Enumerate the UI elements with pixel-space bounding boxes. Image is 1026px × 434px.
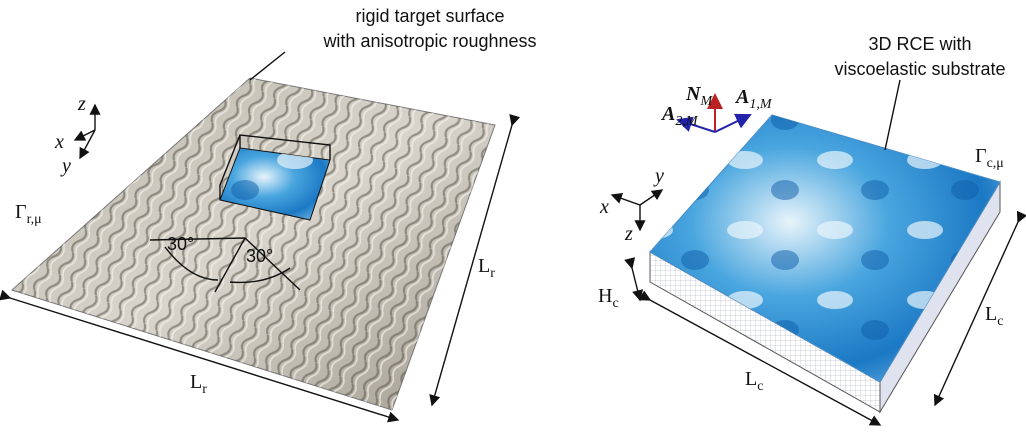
axis-arrow: [640, 190, 662, 205]
dimension-label: Lc: [745, 368, 763, 394]
symbol: H: [598, 285, 612, 307]
leader-line: [885, 80, 900, 150]
symbol: N: [685, 83, 702, 105]
subscript: c: [997, 314, 1003, 329]
caption: with anisotropic roughness: [322, 31, 536, 51]
boundary-label: Γr,μ: [15, 201, 42, 227]
a1-label: A1,M: [734, 86, 773, 112]
a2-label: A2,M: [660, 103, 699, 129]
rce-surface-texture: [650, 115, 1000, 382]
axis-label: y: [653, 165, 664, 187]
symbol: L: [985, 303, 997, 325]
symbol: Γ: [15, 201, 27, 223]
subscript: c,μ: [987, 156, 1004, 171]
axis-label: z: [77, 93, 86, 115]
symbol: L: [190, 371, 202, 393]
symbol: A: [660, 103, 675, 125]
caption: rigid target surface: [355, 6, 504, 26]
caption: viscoelastic substrate: [834, 59, 1005, 79]
angle-label: 30°: [246, 246, 273, 266]
roughness-texture: [12, 78, 495, 410]
normal-label: NM: [685, 83, 713, 109]
a1-arrow: [715, 115, 750, 132]
dimension-label: Hc: [598, 285, 619, 311]
dimension-label: Lc: [985, 303, 1003, 329]
axis-label: x: [599, 196, 609, 218]
subscript: c: [757, 379, 763, 394]
axis-label: z: [624, 223, 633, 245]
symbol: L: [745, 368, 757, 390]
axis-label: x: [54, 131, 64, 153]
symbol: A: [734, 86, 749, 108]
subscript: r: [202, 382, 207, 397]
dimension-line: [632, 268, 640, 300]
axis-arrow: [612, 195, 640, 205]
dimension-label: Lr: [478, 255, 495, 281]
subscript: 2,M: [675, 114, 699, 129]
axis-label: y: [60, 155, 71, 177]
symbol: Γ: [975, 145, 987, 167]
figure: 30° 30° rigid target surface with anisot…: [0, 0, 1026, 434]
boundary-label: Γc,μ: [975, 145, 1004, 171]
angle-label: 30°: [167, 234, 194, 254]
caption: 3D RCE with: [868, 34, 971, 54]
dimension-label: Lr: [190, 371, 207, 397]
subscript: r,μ: [27, 212, 42, 227]
leader-line: [250, 52, 285, 80]
subscript: r: [490, 266, 495, 281]
subscript: M: [699, 94, 713, 109]
symbol: L: [478, 255, 490, 277]
subscript: c: [612, 296, 618, 311]
subscript: 1,M: [749, 97, 773, 112]
